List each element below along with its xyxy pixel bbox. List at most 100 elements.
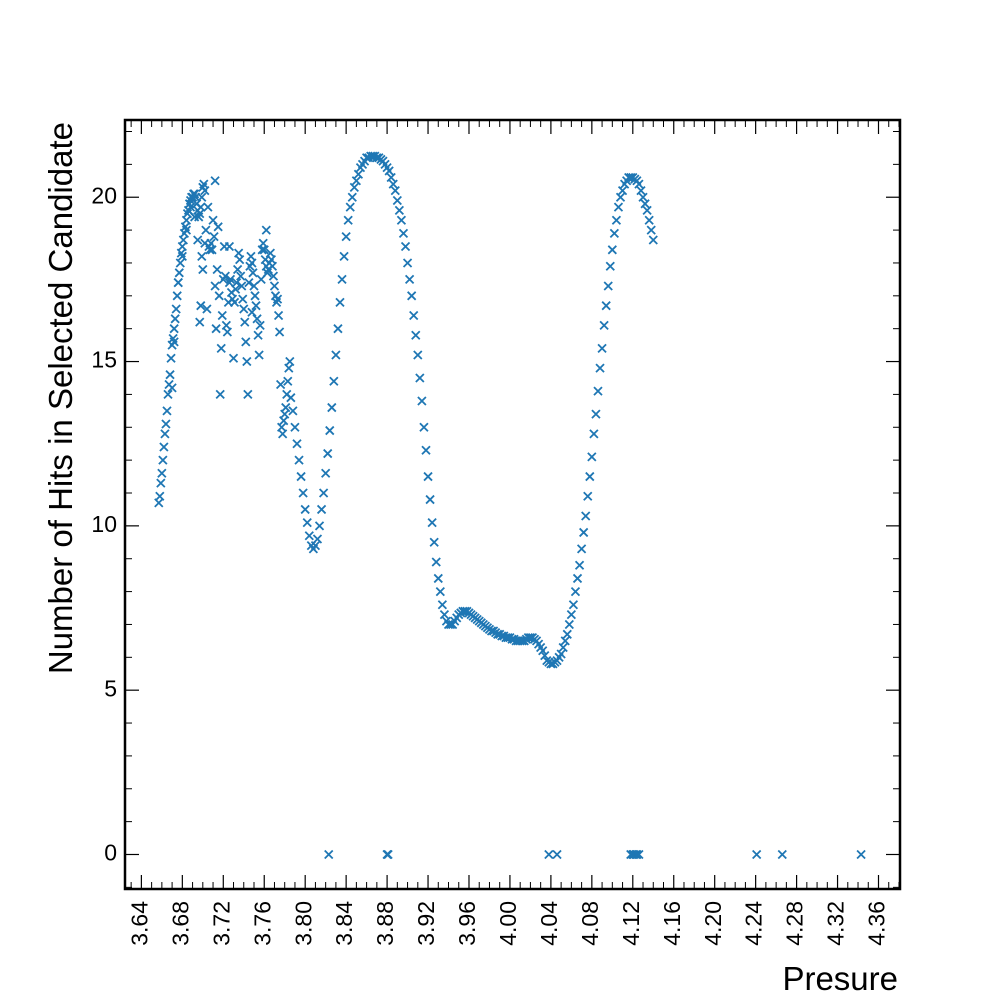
data-point (856, 849, 866, 860)
data-point (197, 192, 207, 202)
data-point (172, 291, 182, 301)
data-point (409, 310, 419, 321)
data-point (207, 245, 217, 255)
data-point (576, 544, 587, 554)
data-point (197, 251, 207, 262)
data-point (159, 442, 169, 452)
data-point (216, 343, 226, 354)
data-point (564, 619, 574, 630)
data-point (215, 389, 225, 400)
data-point (615, 192, 626, 202)
data-point (247, 258, 257, 268)
data-point (324, 849, 334, 860)
data-point (225, 274, 236, 285)
data-point (570, 586, 581, 597)
data-point (278, 429, 288, 439)
data-point (229, 297, 240, 308)
data-point (211, 324, 221, 334)
data-point (351, 176, 362, 186)
axis-tick-labels: 3.64 3.68 3.72 3.76 3.80 3.84 3.88 3.92 3.96 4.00… (91, 182, 889, 945)
data-point (274, 327, 285, 337)
data-point (228, 353, 239, 363)
data-point (419, 422, 429, 432)
x-tick-label: 3.64 (126, 901, 152, 946)
data-point (400, 241, 411, 252)
data-point (601, 301, 611, 311)
data-point (169, 324, 179, 334)
data-point (239, 304, 249, 314)
data-point (611, 215, 622, 225)
data-point (396, 215, 407, 225)
data-point (595, 363, 605, 373)
data-point (390, 186, 400, 196)
data-point (383, 849, 393, 860)
data-point (345, 202, 355, 212)
data-point (296, 471, 306, 482)
data-point (431, 557, 441, 567)
data-point (423, 471, 433, 482)
data-point (242, 356, 252, 367)
data-point (251, 301, 261, 311)
data-point (196, 202, 206, 212)
data-point (415, 373, 425, 383)
x-tick-label: 4.04 (536, 901, 562, 946)
data-point (425, 494, 435, 505)
y-axis-label: Number of Hits in Selected Candidate (42, 122, 79, 674)
data-point (353, 169, 364, 179)
data-point (316, 504, 327, 515)
data-point (156, 478, 166, 488)
data-point (435, 586, 445, 597)
data-point (248, 268, 258, 278)
data-point (267, 261, 278, 271)
x-tick-label: 3.80 (290, 901, 316, 946)
data-point (404, 274, 415, 285)
data-point (208, 215, 218, 225)
data-point (544, 849, 554, 860)
data-point (253, 330, 263, 340)
data-point (175, 258, 185, 268)
data-point (591, 409, 601, 419)
data-point (321, 468, 331, 478)
x-tick-label: 4.16 (659, 901, 685, 946)
data-point (202, 304, 212, 314)
data-point (648, 235, 658, 245)
data-point (337, 274, 347, 285)
data-point (589, 429, 599, 439)
data-point (599, 320, 609, 331)
data-point (339, 251, 349, 262)
data-point (241, 337, 251, 347)
data-point (646, 225, 656, 235)
data-point (617, 186, 628, 196)
data-point (244, 278, 254, 288)
data-point (593, 386, 603, 396)
data-point (632, 849, 642, 860)
y-tick-label: 20 (91, 182, 117, 208)
data-point (384, 166, 394, 176)
data-point (161, 419, 171, 429)
data-point (540, 651, 550, 661)
data-point (272, 294, 283, 304)
data-point (349, 182, 359, 193)
data-point (238, 294, 248, 304)
data-point (562, 629, 572, 639)
data-point (212, 264, 222, 275)
data-point (437, 600, 448, 610)
data-point (556, 649, 566, 659)
data-point (174, 268, 184, 278)
data-point (213, 222, 223, 232)
data-point (579, 527, 589, 538)
data-point (607, 245, 617, 255)
data-point (243, 389, 253, 400)
data-point (268, 271, 279, 281)
data-point (421, 445, 431, 455)
data-point (220, 271, 230, 281)
data-point (162, 406, 172, 416)
data-point (325, 425, 335, 436)
data-point (343, 215, 353, 225)
x-tick-label: 3.76 (249, 901, 275, 946)
data-point (290, 422, 300, 432)
data-point (163, 389, 173, 400)
data-point (613, 202, 624, 212)
data-point (318, 488, 329, 498)
